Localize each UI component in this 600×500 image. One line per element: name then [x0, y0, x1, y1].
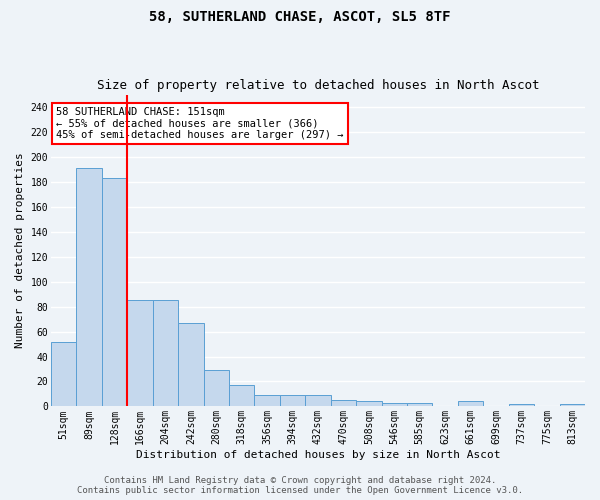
Bar: [458, 402, 483, 406]
Bar: [152, 300, 178, 406]
Text: 58 SUTHERLAND CHASE: 151sqm
← 55% of detached houses are smaller (366)
45% of se: 58 SUTHERLAND CHASE: 151sqm ← 55% of det…: [56, 107, 344, 140]
Y-axis label: Number of detached properties: Number of detached properties: [15, 152, 25, 348]
Bar: [229, 385, 254, 406]
Bar: [102, 178, 127, 406]
Bar: [254, 395, 280, 406]
Bar: [509, 404, 534, 406]
Bar: [305, 395, 331, 406]
Bar: [407, 402, 433, 406]
Bar: [356, 402, 382, 406]
Bar: [76, 168, 102, 406]
Bar: [331, 400, 356, 406]
X-axis label: Distribution of detached houses by size in North Ascot: Distribution of detached houses by size …: [136, 450, 500, 460]
Bar: [127, 300, 152, 406]
Title: Size of property relative to detached houses in North Ascot: Size of property relative to detached ho…: [97, 79, 539, 92]
Bar: [51, 342, 76, 406]
Bar: [560, 404, 585, 406]
Bar: [382, 402, 407, 406]
Bar: [178, 323, 203, 406]
Text: 58, SUTHERLAND CHASE, ASCOT, SL5 8TF: 58, SUTHERLAND CHASE, ASCOT, SL5 8TF: [149, 10, 451, 24]
Text: Contains HM Land Registry data © Crown copyright and database right 2024.
Contai: Contains HM Land Registry data © Crown c…: [77, 476, 523, 495]
Bar: [203, 370, 229, 406]
Bar: [280, 395, 305, 406]
